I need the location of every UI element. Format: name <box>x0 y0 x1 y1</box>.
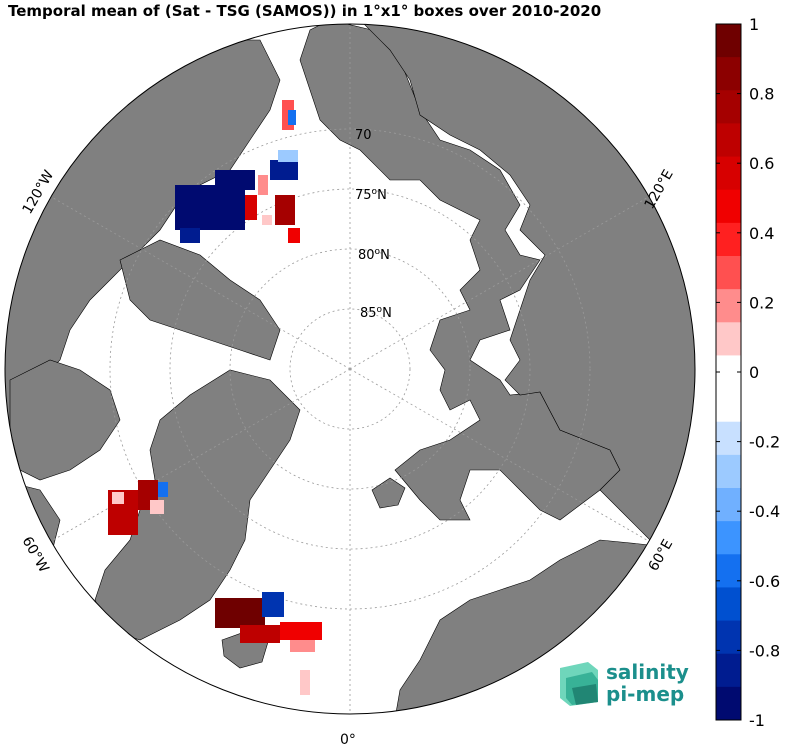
lat-label-70: 70 <box>355 128 372 143</box>
lon-label-0: 0° <box>340 732 356 747</box>
colorbar-segment <box>716 521 741 555</box>
map-title: Temporal mean of (Sat - TSG (SAMOS)) in … <box>8 2 602 20</box>
colorbar-tick-label: 0 <box>749 363 759 382</box>
colorbar-segment <box>716 355 741 390</box>
colorbar-segment <box>716 620 741 655</box>
lat-label-85: 85oN <box>360 305 392 321</box>
colorbar <box>716 24 741 721</box>
colorbar-tick-label: 0.4 <box>749 224 774 243</box>
colorbar-tick-label: -1 <box>749 711 765 730</box>
land-svalbard <box>371 477 406 509</box>
logo-text-line2: pi-mep <box>606 682 685 706</box>
lon-label-120e: 120°E <box>642 167 677 212</box>
land-arctic-archipelago <box>119 239 281 361</box>
colorbar-segment <box>716 123 741 158</box>
lon-label-60w: 60°W <box>19 534 52 576</box>
colorbar-segment <box>716 653 741 688</box>
data-boxes-nordic-seas <box>215 592 322 695</box>
colorbar-tick-label: 0.2 <box>749 293 774 312</box>
colorbar-tick-label: -0.8 <box>749 641 780 660</box>
colorbar-segment <box>716 587 741 622</box>
graticule <box>47 24 653 714</box>
colorbar-segment <box>716 156 741 191</box>
lon-label-60e: 60°E <box>646 537 677 574</box>
colorbar-segment <box>716 256 741 290</box>
colorbar-segment <box>716 421 741 456</box>
land-eurasia <box>299 24 695 714</box>
colorbar-tick-label: 0.6 <box>749 154 774 173</box>
colorbar-tick-label: 1 <box>749 15 759 34</box>
colorbar-ticks: 1 0.8 0.6 0.4 0.2 0 -0.2 -0.4 -0.6 -0.8 -1 <box>716 15 780 730</box>
lat-labels: 70 75oN 80oN 85oN <box>355 128 392 321</box>
colorbar-tick-label: -0.4 <box>749 502 780 521</box>
colorbar-segment <box>716 222 741 257</box>
colorbar-tick-label: -0.2 <box>749 433 780 452</box>
data-boxes-baffin <box>108 480 168 535</box>
lat-label-75: 75oN <box>355 187 387 203</box>
colorbar-segment <box>716 289 741 323</box>
colorbar-segment <box>716 90 741 124</box>
lat-label-80: 80oN <box>358 247 390 263</box>
colorbar-segment <box>716 57 741 91</box>
salinity-pimep-logo <box>560 662 598 706</box>
colorbar-segment <box>716 686 741 721</box>
colorbar-segment <box>716 554 741 588</box>
land-russia-east <box>359 24 695 561</box>
colorbar-segment <box>716 24 741 58</box>
colorbar-segment <box>716 454 741 489</box>
logo-text-line1: salinity <box>606 660 689 684</box>
data-boxes-beaufort <box>175 100 300 243</box>
colorbar-tick-label: 0.8 <box>749 85 774 104</box>
colorbar-tick-label: -0.6 <box>749 572 780 591</box>
map-boundary <box>4 23 696 715</box>
colorbar-segment <box>716 322 741 356</box>
colorbar-segment <box>716 388 741 423</box>
colorbar-segment <box>716 488 741 522</box>
colorbar-segment <box>716 189 741 224</box>
